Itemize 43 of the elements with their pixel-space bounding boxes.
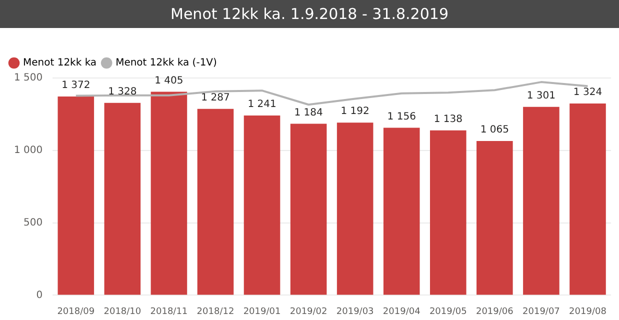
chart-title: Menot 12kk ka. 1.9.2018 - 31.8.2019 xyxy=(0,0,619,28)
legend-label: Menot 12kk ka xyxy=(23,58,97,69)
x-tick-label: 2018/12 xyxy=(196,306,234,317)
x-tick-label: 2019/07 xyxy=(522,306,560,317)
y-tick-label: 500 xyxy=(24,217,43,228)
data-label: 1 372 xyxy=(62,80,90,92)
data-label: 1 324 xyxy=(573,87,602,98)
data-label: 1 287 xyxy=(201,92,230,104)
bar xyxy=(383,128,420,295)
x-tick-label: 2019/03 xyxy=(336,306,374,317)
x-tick-label: 2019/04 xyxy=(382,306,421,317)
data-label: 1 301 xyxy=(526,90,556,102)
data-label: 1 156 xyxy=(387,111,416,122)
x-tick-label: 2019/02 xyxy=(290,306,328,317)
x-tick-label: 2019/01 xyxy=(243,306,281,317)
data-label: 1 328 xyxy=(108,86,137,98)
bar xyxy=(570,103,606,295)
data-label: 1 184 xyxy=(294,107,323,118)
y-tick-label: 0 xyxy=(36,290,43,301)
bar xyxy=(58,96,94,295)
bar xyxy=(150,92,188,295)
x-tick-label: 2018/10 xyxy=(104,306,142,317)
y-tick-label: 1 000 xyxy=(14,144,43,156)
bar xyxy=(476,140,513,295)
x-tick-label: 2019/05 xyxy=(429,306,467,317)
data-label: 1 138 xyxy=(434,114,462,126)
bar xyxy=(290,124,327,295)
bar xyxy=(104,102,141,295)
bar xyxy=(430,130,466,295)
x-tick-label: 2018/09 xyxy=(57,306,95,317)
bar xyxy=(336,122,374,295)
y-tick-label: 1 500 xyxy=(14,72,43,84)
legend-label: Menot 12kk ka (-1V) xyxy=(116,58,218,69)
data-label: 1 405 xyxy=(154,75,184,86)
bar xyxy=(197,108,234,295)
x-tick-label: 2018/11 xyxy=(150,306,188,317)
x-tick-label: 2019/06 xyxy=(476,306,514,317)
data-label: 1 192 xyxy=(340,106,370,118)
data-label: 1 241 xyxy=(248,99,276,110)
bar xyxy=(523,106,560,295)
data-label: 1 065 xyxy=(480,124,509,136)
bar xyxy=(244,116,280,295)
x-tick-label: 2019/08 xyxy=(569,306,607,317)
